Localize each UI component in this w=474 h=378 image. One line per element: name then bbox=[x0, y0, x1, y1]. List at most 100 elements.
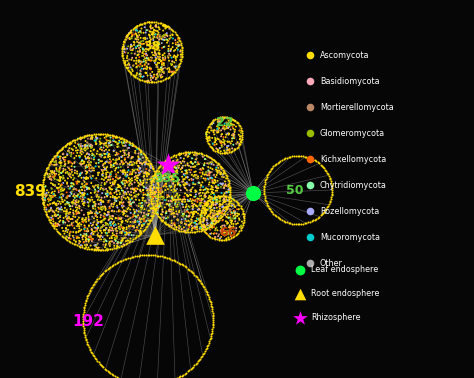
Point bbox=[223, 150, 231, 156]
Point bbox=[211, 158, 219, 164]
Point bbox=[201, 198, 209, 204]
Point bbox=[65, 214, 73, 220]
Point bbox=[159, 36, 166, 42]
Point bbox=[224, 146, 231, 152]
Point bbox=[130, 190, 137, 196]
Point bbox=[227, 149, 234, 155]
Point bbox=[213, 130, 221, 136]
Point bbox=[205, 135, 212, 141]
Point bbox=[147, 205, 155, 211]
Point bbox=[192, 203, 200, 209]
Point bbox=[178, 54, 185, 60]
Point bbox=[153, 195, 161, 201]
Point bbox=[191, 187, 199, 193]
Point bbox=[113, 188, 120, 194]
Point bbox=[216, 204, 223, 210]
Point bbox=[223, 119, 230, 125]
Point bbox=[123, 57, 131, 64]
Point bbox=[71, 159, 78, 165]
Point bbox=[116, 184, 123, 190]
Point bbox=[160, 219, 167, 225]
Point bbox=[138, 65, 146, 71]
Point bbox=[201, 350, 208, 356]
Point bbox=[101, 194, 109, 200]
Point bbox=[80, 158, 87, 164]
Point bbox=[125, 152, 133, 158]
Point bbox=[103, 159, 111, 165]
Point bbox=[63, 210, 70, 216]
Point bbox=[146, 191, 154, 197]
Point bbox=[177, 47, 184, 53]
Point bbox=[122, 229, 130, 235]
Point bbox=[95, 201, 103, 207]
Point bbox=[214, 211, 221, 217]
Point bbox=[157, 217, 165, 223]
Point bbox=[160, 254, 167, 260]
Point bbox=[191, 189, 199, 195]
Point bbox=[82, 165, 90, 171]
Point bbox=[49, 209, 57, 215]
Point bbox=[59, 220, 67, 226]
Point bbox=[53, 184, 61, 191]
Point bbox=[153, 200, 161, 206]
Point bbox=[112, 233, 120, 239]
Point bbox=[150, 182, 157, 188]
Point bbox=[209, 217, 217, 223]
Point bbox=[150, 34, 158, 40]
Point bbox=[71, 155, 78, 161]
Point bbox=[228, 146, 236, 152]
Point bbox=[231, 204, 239, 210]
Point bbox=[140, 30, 147, 36]
Point bbox=[113, 244, 121, 250]
Point bbox=[154, 73, 162, 79]
Point bbox=[92, 242, 100, 248]
Point bbox=[142, 159, 150, 165]
Point bbox=[206, 336, 214, 342]
Point bbox=[167, 198, 174, 204]
Point bbox=[213, 231, 220, 237]
Point bbox=[169, 40, 177, 46]
Point bbox=[111, 226, 119, 232]
Point bbox=[59, 150, 67, 156]
Point bbox=[161, 34, 169, 40]
Point bbox=[67, 153, 75, 159]
Point bbox=[54, 150, 62, 156]
Point bbox=[73, 199, 80, 205]
Point bbox=[155, 56, 163, 62]
Point bbox=[227, 209, 235, 215]
Point bbox=[200, 209, 207, 215]
Point bbox=[52, 223, 59, 229]
Point bbox=[131, 180, 138, 186]
Point bbox=[178, 47, 186, 53]
Point bbox=[120, 46, 128, 53]
Point bbox=[223, 144, 231, 150]
Point bbox=[119, 169, 127, 175]
Point bbox=[165, 256, 173, 262]
Point bbox=[200, 224, 207, 230]
Point bbox=[220, 208, 228, 214]
Point bbox=[55, 206, 63, 212]
Point bbox=[176, 182, 183, 188]
Point bbox=[51, 176, 58, 182]
Point bbox=[144, 186, 152, 192]
Point bbox=[149, 165, 156, 171]
Point bbox=[60, 192, 67, 198]
Point bbox=[215, 167, 223, 174]
Point bbox=[110, 194, 118, 200]
Point bbox=[159, 33, 166, 39]
Point bbox=[142, 155, 150, 161]
Point bbox=[121, 60, 129, 66]
Point bbox=[70, 181, 77, 187]
Point bbox=[130, 168, 138, 174]
Point bbox=[43, 167, 50, 173]
Point bbox=[214, 178, 221, 184]
Point bbox=[128, 195, 136, 201]
Point bbox=[120, 242, 128, 248]
Point bbox=[149, 179, 156, 185]
Point bbox=[65, 211, 73, 217]
Point bbox=[49, 156, 57, 163]
Point bbox=[267, 208, 275, 214]
Point bbox=[62, 157, 69, 163]
Point bbox=[57, 188, 65, 194]
Point bbox=[40, 192, 48, 198]
